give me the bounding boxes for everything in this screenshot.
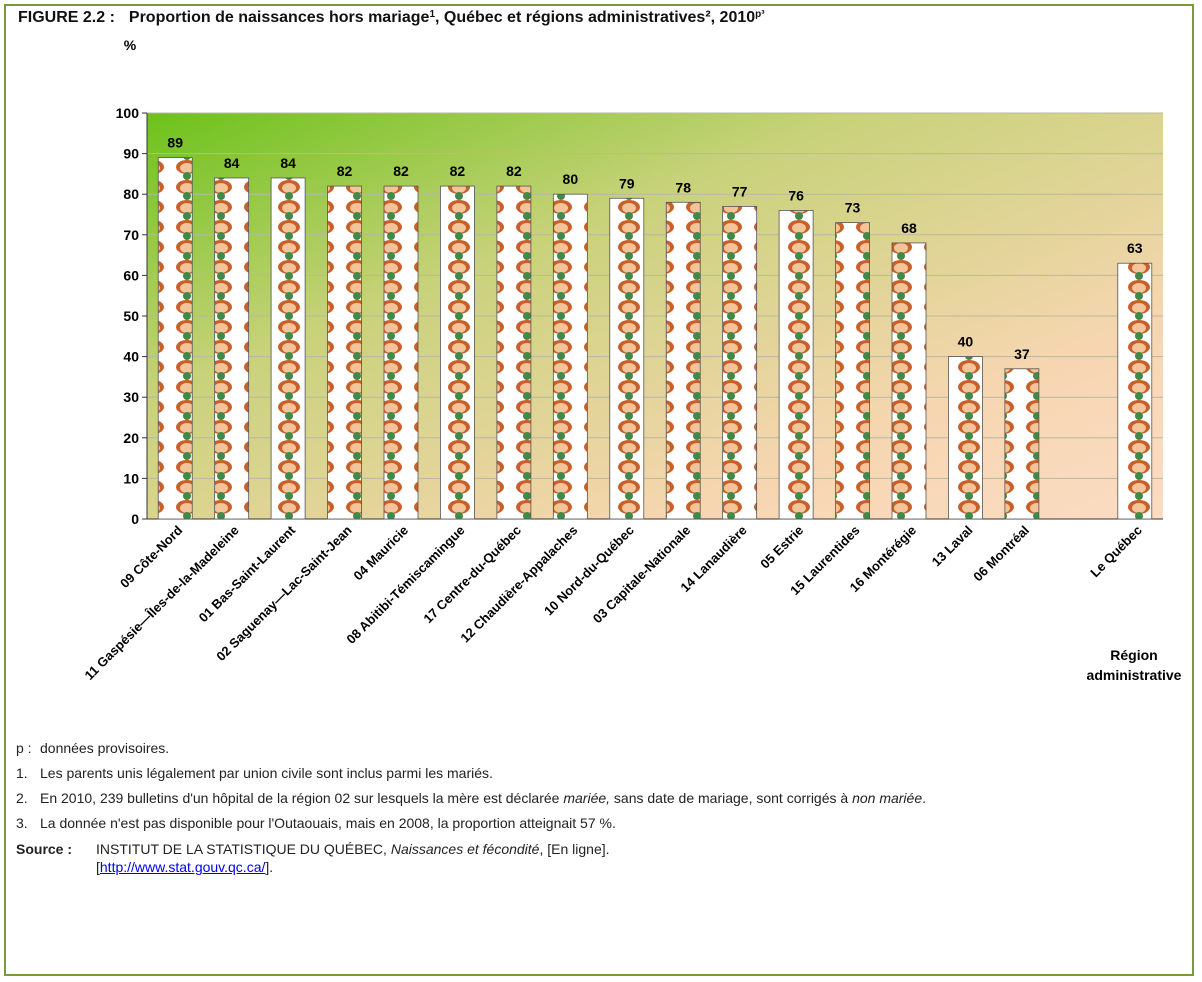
chart-title: FIGURE 2.2 : Proportion de naissances hor… (18, 9, 765, 27)
figure-frame (4, 4, 1194, 976)
data-label: 82 (393, 163, 409, 179)
note: p : données provisoires. (16, 740, 1176, 757)
note-marker: 2. (16, 790, 28, 806)
y-tick-label: 80 (123, 186, 139, 202)
bar (1117, 262, 1153, 520)
title-part: Proportion de naissances hors mariage (129, 9, 430, 26)
y-tick-label: 50 (123, 308, 139, 324)
title-part: 1 (429, 9, 435, 20)
bar (157, 157, 193, 520)
bar (722, 205, 758, 520)
bar (214, 177, 250, 520)
data-label: 82 (337, 163, 353, 179)
data-label: 63 (1127, 240, 1143, 256)
bar (440, 185, 475, 520)
y-tick-label: 70 (123, 227, 139, 243)
x-tick-label: 17 Centre-du-Québec (420, 523, 524, 627)
note-text: , [En ligne]. [ (96, 841, 610, 875)
note-text: . (922, 790, 927, 806)
data-label: 77 (732, 183, 748, 199)
x-tick-label: 03 Capitale-Nationale (590, 523, 694, 627)
x-axis-label: Région administrative (1087, 647, 1182, 683)
data-label: 76 (788, 187, 804, 203)
y-tick-label: 30 (123, 389, 139, 405)
chart: FIGURE 2.2 : Proportion de naissances hor… (18, 9, 1182, 684)
title-part: , Québec et régions administratives², 20… (435, 9, 755, 26)
bar (609, 197, 645, 520)
data-label: 79 (619, 175, 635, 191)
source-body: INSTITUT DE LA STATISTIQUE DU QUÉBEC, Na… (96, 840, 656, 876)
x-tick-label: 01 Bas-Saint-Laurent (196, 522, 299, 625)
y-tick-label: 90 (123, 146, 139, 162)
data-label: 80 (563, 171, 579, 187)
note-text: données provisoires. (40, 740, 170, 756)
x-tick-label: 08 Abitibi-Témiscamingue (343, 523, 467, 647)
note: 2. En 2010, 239 bulletins d'un hôpital de… (16, 790, 1176, 807)
note-body: données provisoires. (40, 740, 169, 757)
note-text: Les parents unis légalement par union ci… (40, 765, 493, 781)
y-axis-label: % (124, 37, 137, 53)
y-tick-label: 40 (123, 349, 139, 365)
note-marker: 1. (16, 765, 28, 781)
y-tick-label: 10 (123, 470, 139, 486)
bar (270, 177, 306, 520)
data-label: 40 (958, 334, 974, 350)
note: 1. Les parents unis légalement par union … (16, 765, 1176, 782)
note-marker: p : (16, 740, 32, 756)
data-label: 78 (675, 179, 691, 195)
x-tick-label: 13 Laval (929, 523, 976, 570)
note-text: En 2010, 239 bulletins d'un hôpital de l… (40, 790, 564, 806)
x-tick-label: 06 Montréal (970, 523, 1032, 585)
y-tick-label: 0 (131, 511, 139, 527)
bar (496, 185, 532, 520)
note-text: Naissances et fécondité (390, 841, 540, 857)
note-body: En 2010, 239 bulletins d'un hôpital de l… (40, 790, 926, 807)
bar (835, 222, 870, 520)
note-body: Les parents unis légalement par union ci… (40, 765, 493, 782)
x-tick-label: 05 Estrie (757, 523, 806, 572)
title-part: p³ (755, 9, 765, 20)
data-label: 37 (1014, 346, 1030, 362)
data-label: 68 (901, 220, 917, 236)
note-text: ]. (265, 859, 274, 875)
data-label: 73 (845, 200, 861, 216)
source-label: Source : (16, 841, 73, 857)
source-link[interactable]: http://www.stat.gouv.qc.ca/ (99, 859, 266, 875)
bar (948, 356, 983, 520)
bar (891, 242, 927, 520)
x-tick-label: 12 Chaudière-Appalaches (457, 523, 580, 646)
bar (1004, 368, 1040, 520)
data-label: 84 (280, 155, 296, 171)
note-text: sans date de mariage, sont corrigés à (610, 790, 853, 806)
note: 3. La donnée n'est pas disponible pour l'… (16, 815, 1176, 832)
note-text: non mariée (852, 790, 923, 806)
note-marker: 3. (16, 815, 28, 831)
y-tick-label: 100 (116, 105, 140, 121)
source: Source : INSTITUT DE LA STATISTIQUE DU QU… (16, 840, 1176, 876)
data-label: 82 (506, 163, 522, 179)
bar (778, 210, 814, 520)
data-label: 89 (167, 135, 183, 151)
notes: p : données provisoires. 1. Les parents uni… (16, 740, 1176, 876)
bar (665, 201, 701, 520)
bar (383, 185, 419, 520)
x-tick-label: 04 Mauricie (350, 523, 411, 584)
note-body: La donnée n'est pas disponible pour l'Ou… (40, 815, 616, 832)
data-label: 84 (224, 155, 240, 171)
note-text: mariée, (563, 790, 611, 806)
bar (327, 185, 362, 520)
note-text: INSTITUT DE LA STATISTIQUE DU QUÉBEC, (96, 841, 391, 857)
figure-label: FIGURE 2.2 : (18, 9, 115, 26)
data-label: 82 (450, 163, 466, 179)
x-tick-label: Le Québec (1087, 523, 1145, 581)
y-tick-label: 20 (123, 430, 139, 446)
note-text: La donnée n'est pas disponible pour l'Ou… (40, 815, 616, 831)
y-tick-label: 60 (123, 267, 139, 283)
bar (552, 193, 588, 520)
